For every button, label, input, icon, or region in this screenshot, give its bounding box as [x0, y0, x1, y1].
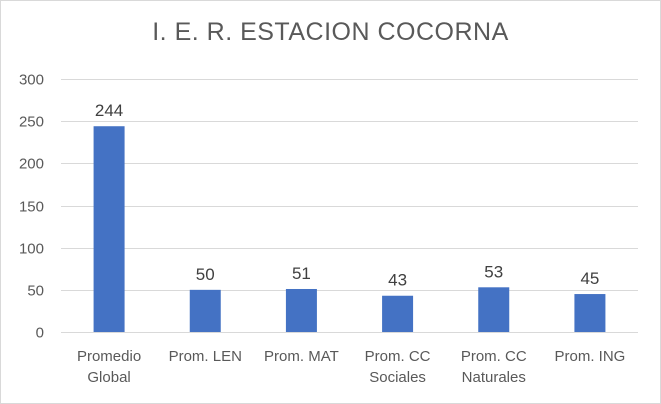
category-label: Prom. MAT: [264, 348, 339, 365]
data-label: 45: [580, 269, 599, 288]
y-tick-label: 50: [27, 283, 44, 300]
category-label: Prom. CC Naturales: [461, 348, 527, 386]
bar: [189, 289, 221, 332]
data-label: 244: [95, 101, 123, 120]
y-tick-label: 300: [19, 72, 44, 89]
y-tick-label: 250: [19, 114, 44, 131]
data-label: 53: [484, 262, 503, 281]
category-label: Prom. LEN: [169, 348, 242, 365]
category-label: Prom. ING: [554, 348, 625, 365]
category-label: Prom. CC Sociales: [365, 348, 431, 386]
category-labels: Promedio Global Prom. LEN Prom. MAT Prom. CC…: [77, 348, 625, 386]
data-label: 51: [292, 264, 311, 283]
chart-title: I. E. R. ESTACION COCORNA: [152, 18, 509, 46]
category-label: Promedio Global: [77, 348, 141, 386]
bar: [478, 287, 510, 332]
bar: [382, 295, 414, 332]
y-tick-label: 200: [19, 156, 44, 173]
bar: [285, 288, 317, 332]
bar: [574, 294, 606, 332]
y-tick-label: 150: [19, 199, 44, 216]
y-tick-label: 100: [19, 241, 44, 258]
y-axis-tick-labels: 0 50 100 150 200 250 300: [19, 72, 44, 342]
data-label: 43: [388, 271, 407, 290]
data-label: 50: [196, 265, 215, 284]
bar: [93, 126, 125, 332]
y-tick-label: 0: [36, 325, 44, 342]
data-labels: 244 50 51 43 53 45: [95, 101, 599, 290]
gridlines: [61, 79, 638, 333]
bars: [93, 126, 606, 332]
